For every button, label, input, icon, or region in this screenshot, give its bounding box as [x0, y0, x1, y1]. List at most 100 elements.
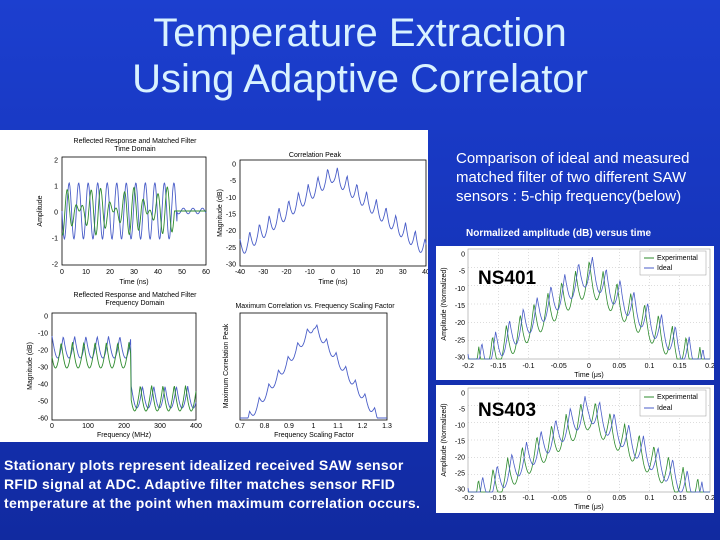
plot3-xtick: 200 — [118, 423, 130, 430]
comparison-caption: Comparison of ideal and measured matched… — [456, 150, 690, 205]
ns403-ytick: -15 — [455, 439, 465, 446]
plot-correlation-peak: Correlation Peak -40 -30 -20 -10 0 10 20 30 400-… — [217, 152, 430, 286]
plot2-xtick: 10 — [352, 269, 360, 276]
ns403-xtick: 0.05 — [612, 495, 626, 502]
ns401-xtick: 0.15 — [673, 363, 687, 370]
plot4-xtick: 0.9 — [284, 423, 294, 430]
ns403-xlabel: Time (μs) — [574, 504, 603, 511]
title-line-2: Using Adaptive Correlator — [132, 57, 588, 101]
ns401-xlabel: Time (μs) — [574, 372, 603, 379]
plot1-ytick: 0 — [54, 210, 58, 217]
plot3-xtick: 300 — [154, 423, 166, 430]
ns401-label: NS401 — [478, 268, 537, 289]
plot1-series-matched — [61, 186, 206, 236]
ns403-series-ideal — [467, 396, 710, 493]
plot3-series-matched — [51, 341, 197, 412]
ns403-label: NS403 — [478, 400, 536, 421]
ns403-xtick: 0.1 — [645, 495, 655, 502]
plot2-xtick: -10 — [305, 269, 315, 276]
ns401-xtick: 0 — [587, 363, 591, 370]
plot-max-correlation: Maximum Correlation vs. Frequency Scalin… — [223, 303, 395, 439]
ns401-plot: Experimental Ideal NS401 -0.2 -0.15 -0.1 -0… — [441, 248, 715, 379]
plot2-ylabel: Magnitude (dB) — [217, 189, 224, 237]
ns403-xtick: 0.2 — [705, 495, 714, 502]
plot3-series-reflected — [51, 335, 197, 409]
plot4-xtick: 0.8 — [260, 423, 270, 430]
ns401-ytick: -10 — [455, 286, 465, 293]
ns403-plot: Experimental Ideal NS403 -0.2 -0.15 -0.1 -0… — [441, 387, 715, 511]
ns403-legend-experimental: Experimental — [657, 394, 698, 401]
plot2-xtick: 30 — [399, 269, 407, 276]
plot3-ytick: 0 — [44, 314, 48, 321]
ns401-xtick: -0.05 — [551, 363, 567, 370]
simulation-plots: Reflected Response and Matched Filter Ti… — [27, 138, 430, 439]
plot2-title: Correlation Peak — [289, 152, 342, 159]
description-text: Stationary plots represent idealized rec… — [4, 457, 421, 511]
plot1-ytick: -1 — [52, 236, 58, 243]
plot3-ytick: -30 — [38, 365, 48, 372]
plot2-ytick: -10 — [226, 195, 236, 202]
plot3-ytick: -40 — [38, 382, 48, 389]
plot3-xlabel: Frequency (MHz) — [97, 432, 151, 439]
plot2-xtick: 40 — [422, 269, 428, 276]
plot1-xtick: 40 — [154, 269, 162, 276]
plot-frequency-domain: Reflected Response and Matched Filter Fr… — [27, 292, 202, 439]
ns401-ytick: -30 — [455, 355, 465, 362]
plot1-series-reflected — [61, 181, 207, 241]
ns401-ytick: 0 — [461, 252, 465, 259]
plot2-xtick: -30 — [258, 269, 268, 276]
plot3-title-line2: Frequency Domain — [105, 300, 164, 307]
ns403-ytick: -10 — [455, 423, 465, 430]
plot3-xtick: 400 — [190, 423, 202, 430]
plot2-xtick: -20 — [281, 269, 291, 276]
plot2-ytick: 0 — [232, 162, 236, 169]
ns401-ytick: -25 — [455, 337, 465, 344]
plot1-ytick: 1 — [54, 184, 58, 191]
plot4-series-max-correlation — [240, 323, 387, 419]
plot3-xtick: 100 — [82, 423, 94, 430]
plot2-xtick: 20 — [376, 269, 384, 276]
ns403-ytick: 0 — [461, 391, 465, 398]
ns403-xtick: 0.15 — [673, 495, 687, 502]
plot1-ytick: 2 — [54, 158, 58, 165]
ns401-xtick: -0.1 — [522, 363, 534, 370]
ns401-legend-experimental: Experimental — [657, 255, 698, 262]
ns401-xtick: 0.2 — [705, 363, 714, 370]
ns401-xtick: 0.1 — [645, 363, 655, 370]
plot1-xtick: 20 — [106, 269, 114, 276]
ns403-figure: Experimental Ideal NS403 -0.2 -0.15 -0.1 -0… — [436, 385, 715, 513]
ns403-xtick: -0.1 — [522, 495, 534, 502]
ns403-xtick: -0.2 — [462, 495, 474, 502]
slide-title: Temperature Extraction Using Adaptive Co… — [0, 10, 720, 102]
plot2-xtick: 0 — [331, 269, 335, 276]
plot3-ylabel: Magnitude (dB) — [27, 342, 34, 390]
plot2-ytick: -15 — [226, 212, 236, 219]
simulation-figure: Reflected Response and Matched Filter Ti… — [0, 130, 430, 442]
plot2-series-correlation — [239, 167, 427, 254]
plot1-xtick: 10 — [82, 269, 90, 276]
plot2-ytick: -5 — [230, 178, 236, 185]
ns403-xtick: -0.15 — [490, 495, 506, 502]
plot1-ytick: -2 — [52, 262, 58, 269]
ns401-xtick: 0.05 — [612, 363, 626, 370]
plot3-ytick: -20 — [38, 348, 48, 355]
plot3-frame — [51, 312, 197, 421]
ns403-legend — [639, 389, 707, 417]
plot-time-domain: Reflected Response and Matched Filter Ti… — [37, 138, 210, 286]
plot2-ytick: -20 — [226, 228, 236, 235]
ns401-xtick: -0.2 — [462, 363, 474, 370]
ns401-legend-ideal: Ideal — [657, 265, 673, 272]
ns401-ytick: -5 — [459, 269, 465, 276]
plot4-xtick: 1.1 — [333, 423, 343, 430]
ns401-ytick: -15 — [455, 303, 465, 310]
plot1-title-line1: Reflected Response and Matched Filter — [74, 138, 198, 145]
plot3-ytick: -60 — [38, 416, 48, 423]
plot3-xtick: 0 — [50, 423, 54, 430]
plot4-xtick: 1.2 — [358, 423, 368, 430]
plot2-ytick: -30 — [226, 262, 236, 269]
ns403-ylabel: Amplitude (Normalized) — [441, 403, 448, 476]
ns403-xtick: -0.05 — [551, 495, 567, 502]
plot4-xlabel: Frequency Scaling Factor — [274, 432, 354, 439]
ns401-ylabel: Amplitude (Normalized) — [441, 267, 448, 340]
plot4-ylabel: Maximum Correlation Peak — [223, 323, 230, 408]
